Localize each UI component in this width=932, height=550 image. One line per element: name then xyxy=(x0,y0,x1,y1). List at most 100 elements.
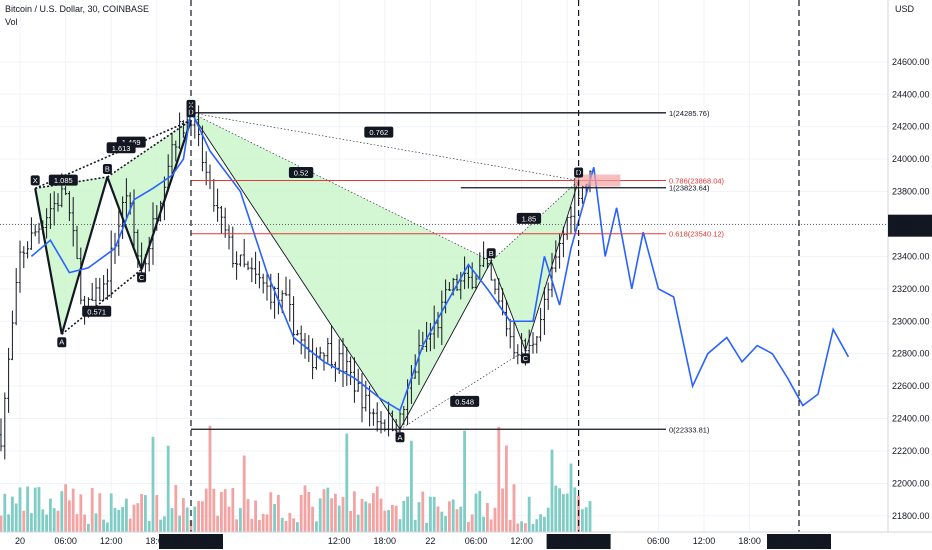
small-pattern-point-a xyxy=(57,337,67,348)
volume-bar xyxy=(588,501,592,532)
small-pattern-leg xyxy=(140,119,193,270)
volume-bar xyxy=(30,513,33,532)
price-tick-label: 23400.00 xyxy=(892,251,930,261)
level-label: 1(23823.64) xyxy=(669,184,710,193)
price-tick-label: 24600.00 xyxy=(892,57,930,67)
volume-bar xyxy=(516,523,520,532)
ratio-badge-text: 1.613 xyxy=(112,144,131,153)
price-tick-label: 22200.00 xyxy=(892,446,930,456)
time-highlight-label: 23 Jul '22 21:00 xyxy=(767,537,830,547)
large-pattern-ratio-line xyxy=(490,180,579,262)
currency-label: USD xyxy=(895,4,915,14)
level-label: 0(22333.81) xyxy=(669,425,710,434)
volume-bar xyxy=(391,504,394,532)
volume-bar xyxy=(425,522,428,532)
volume-bar xyxy=(201,501,204,532)
volume-bar xyxy=(189,520,193,532)
volume-bar xyxy=(284,520,288,532)
volume-bar xyxy=(132,504,136,532)
volume-bar xyxy=(486,503,489,532)
volume-bar xyxy=(322,489,326,532)
level-label: 0.786(23868.04) xyxy=(669,177,725,186)
volume-bar xyxy=(501,488,504,532)
volume-bar xyxy=(562,494,565,532)
large-pattern-xab-fill xyxy=(191,112,492,430)
volume-bar xyxy=(299,494,303,532)
volume-bar xyxy=(334,493,337,532)
volume-bar xyxy=(489,519,493,532)
volume-bar xyxy=(193,506,197,532)
volume-bar xyxy=(554,485,558,532)
volume-bar xyxy=(569,463,573,532)
level-label: 0.618(23540.12) xyxy=(669,230,725,239)
volume-bar xyxy=(383,510,387,532)
volume-bar xyxy=(239,508,242,532)
chart-title: Bitcoin / U.S. Dollar, 30, COINBASE xyxy=(5,4,149,14)
volume-bar xyxy=(102,519,105,532)
volume-bar xyxy=(543,516,546,532)
volume-bar xyxy=(394,505,398,532)
price-tick-label: 22400.00 xyxy=(892,414,930,424)
volume-bar xyxy=(482,516,485,532)
price-tick-label: 23000.00 xyxy=(892,316,930,326)
time-tick-label: 20 xyxy=(15,536,25,546)
price-tick-label: 23800.00 xyxy=(892,187,930,197)
volume-bar xyxy=(136,503,140,532)
volume-bar xyxy=(220,491,223,532)
volume-bar xyxy=(436,506,440,532)
harmonic-patterns xyxy=(34,112,580,430)
prz-zone xyxy=(574,174,621,187)
small-pattern-point-label: A xyxy=(59,338,64,347)
price-tick-label: 22600.00 xyxy=(892,381,930,391)
volume-bar xyxy=(451,499,455,532)
volume-bar xyxy=(41,509,45,532)
volume-bar xyxy=(87,523,90,532)
volume-bar xyxy=(98,493,102,532)
volume-bar xyxy=(429,496,432,532)
volume-bar xyxy=(402,500,406,532)
time-tick-label: 06:00 xyxy=(54,536,77,546)
level-label: 1(24285.76) xyxy=(669,109,710,118)
volume-bar xyxy=(288,512,292,532)
candles xyxy=(0,102,592,460)
volume-bar xyxy=(455,509,459,532)
volume-bar xyxy=(83,514,86,532)
ratio-badge-text: 1.85 xyxy=(522,214,537,223)
volume-bar xyxy=(467,521,470,532)
volume-bar xyxy=(261,513,265,532)
volume-bar xyxy=(52,508,56,532)
volume-bar xyxy=(26,486,29,532)
volume-bar xyxy=(512,484,516,532)
large-pattern-point-b xyxy=(486,248,496,259)
time-tick-label: 12:00 xyxy=(100,536,123,546)
ratio-badge xyxy=(288,167,314,179)
volume-bar xyxy=(246,498,250,532)
volume-bar xyxy=(345,433,349,532)
volume-bar xyxy=(410,440,413,532)
time-tick-label: 06:00 xyxy=(465,536,488,546)
small-pattern-point-label: C xyxy=(139,273,145,282)
volume-bars xyxy=(0,425,592,532)
projection-polyline xyxy=(30,107,850,412)
time-axis-bg xyxy=(0,532,932,550)
volume-bar xyxy=(379,498,383,532)
volume-bar xyxy=(204,488,208,532)
volume-bar xyxy=(478,490,482,532)
volume-bar xyxy=(197,501,200,532)
price-tick-label: 24400.00 xyxy=(892,89,930,99)
fib-levels: 1(24285.76) 1(23823.64)0.786(23868.04) 0.6… xyxy=(0,109,888,434)
volume-bar xyxy=(326,487,330,532)
price-tick-label: 22000.00 xyxy=(892,478,930,488)
price-tick-label: 24200.00 xyxy=(892,122,930,132)
volume-bar xyxy=(474,493,478,532)
volume-bar xyxy=(60,491,64,532)
volume-bar xyxy=(337,505,341,532)
volume-bar xyxy=(75,514,79,532)
volume-bar xyxy=(459,506,463,532)
large-pattern-point-label: A xyxy=(397,433,402,442)
volume-bar xyxy=(372,493,375,532)
volume-bar xyxy=(14,503,18,532)
volume-bar xyxy=(223,489,227,532)
small-pattern-leg xyxy=(34,188,63,335)
